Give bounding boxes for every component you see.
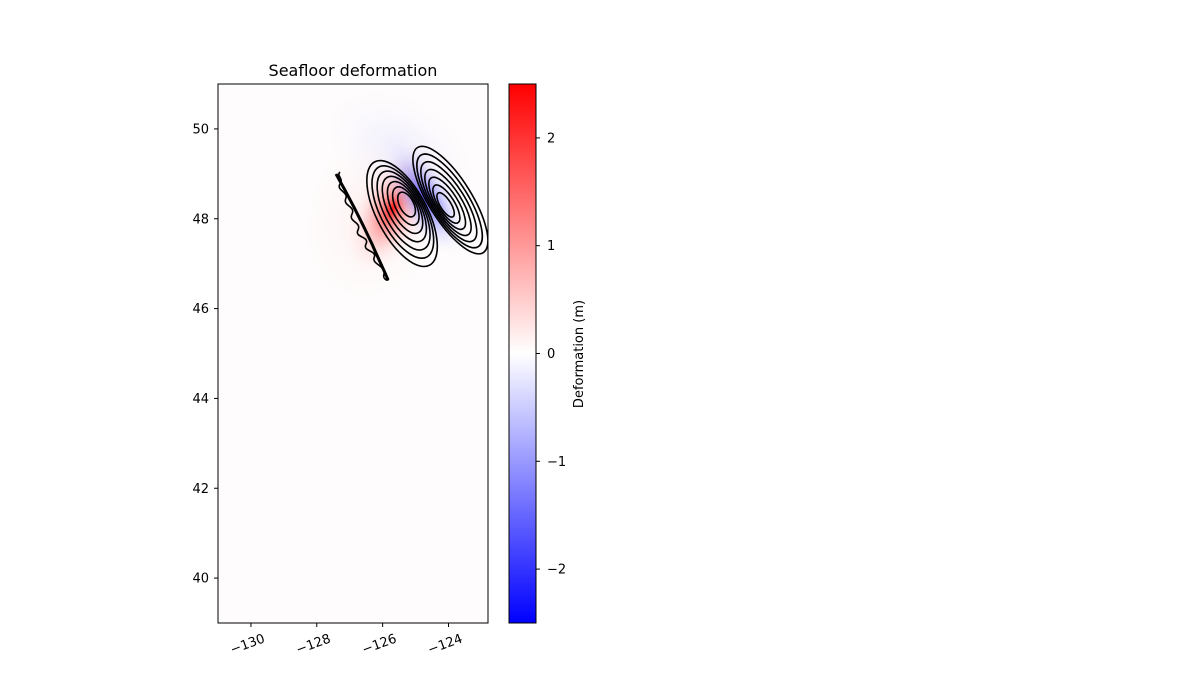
uplift-contour <box>396 191 417 218</box>
axes-frame <box>217 83 489 624</box>
subsidence-contour <box>416 153 484 249</box>
x-tick-label: −130 <box>228 632 267 658</box>
subsidence-contour <box>428 176 467 231</box>
trench-contour <box>334 173 390 281</box>
y-tick-label: 50 <box>192 122 209 137</box>
x-tick-label: −128 <box>294 632 333 658</box>
subsidence-contour <box>432 184 461 225</box>
y-tick-label: 44 <box>192 392 209 407</box>
chart-title: Seafloor deformation <box>269 61 438 80</box>
uplift-contour <box>381 175 428 243</box>
y-tick-label: 42 <box>192 482 209 497</box>
colorbar-tick-label: 1 <box>547 239 555 254</box>
colorbar-tick-label: 0 <box>547 347 555 362</box>
deformation-field <box>298 86 488 306</box>
colorbar-ticks: −2 −1 0 1 2 <box>536 131 566 578</box>
x-tick-label: −124 <box>426 632 465 658</box>
y-tick-label: 46 <box>192 302 209 317</box>
main-axes: −130 −128 −126 −124 40 42 44 46 48 50 Seafloor d… <box>192 61 489 658</box>
uplift-contour <box>391 186 420 226</box>
y-tick-label: 40 <box>192 572 209 587</box>
contour-lines <box>334 145 488 281</box>
subsidence-contour <box>436 191 456 218</box>
colorbar-tick-label: −1 <box>547 455 566 470</box>
x-axis: −130 −128 −126 −124 <box>228 623 465 658</box>
y-tick-label: 48 <box>192 212 209 227</box>
x-tick-label: −126 <box>360 632 399 658</box>
subsidence-contour <box>412 145 488 255</box>
uplift-contour <box>371 165 435 260</box>
uplift-contour <box>366 159 439 268</box>
colorbar-tick-label: 2 <box>547 131 555 146</box>
colorbar: −2 −1 0 1 2 Deformation (m) <box>508 83 587 624</box>
subsidence-contour <box>424 168 472 237</box>
y-axis: 40 42 44 46 48 50 <box>192 122 218 587</box>
colorbar-tick-label: −2 <box>547 563 566 578</box>
colorbar-gradient <box>509 84 536 623</box>
uplift-contour <box>376 170 431 251</box>
uplift-contour <box>386 180 424 235</box>
subsidence-contour <box>420 160 478 243</box>
colorbar-label: Deformation (m) <box>572 300 587 408</box>
